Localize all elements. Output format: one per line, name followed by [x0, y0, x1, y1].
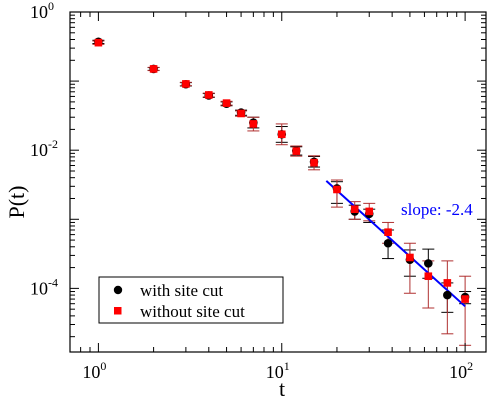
data-point-without-site-cut [222, 99, 231, 107]
data-point-without-site-cut [443, 279, 452, 287]
data-point-without-site-cut [350, 205, 359, 213]
y-tick-label: 10-4 [30, 275, 58, 298]
data-point-without-site-cut [365, 207, 374, 216]
fit-line [325, 180, 466, 308]
data-point-without-site-cut [310, 158, 318, 167]
x-tick-label: 101 [266, 359, 290, 382]
data-point-without-site-cut [94, 38, 103, 47]
plot-frame [69, 11, 487, 353]
x-tick-label: 100 [82, 359, 106, 382]
data-point-without-site-cut [182, 80, 190, 88]
data-point-without-site-cut [249, 120, 258, 128]
data-point-without-site-cut [461, 295, 469, 303]
x-axis-title: t [279, 376, 285, 401]
data-markers [94, 37, 470, 303]
axis-ticks [69, 11, 486, 352]
tick-labels: 100 101 102 100 10-2 10-4 [30, 0, 473, 382]
data-point-without-site-cut [149, 65, 158, 73]
data-point-with-site-cut [424, 259, 433, 268]
data-point-without-site-cut [277, 130, 286, 139]
data-point-without-site-cut [204, 91, 213, 99]
y-tick-label: 10-2 [30, 137, 58, 160]
data-point-with-site-cut [443, 290, 452, 300]
legend-box [98, 276, 284, 324]
x-tick-label: 102 [449, 359, 473, 382]
error-bar [459, 275, 472, 346]
legend-label-without-site-cut: without site cut [140, 302, 245, 321]
data-point-without-site-cut [333, 185, 341, 194]
data-point-without-site-cut [292, 147, 301, 155]
fit-line-group [325, 180, 466, 308]
fit-slope-annotation: slope: -2.4 [401, 200, 473, 219]
data-point-without-site-cut [237, 109, 245, 118]
y-axis-title: P(t) [4, 186, 29, 219]
data-point-with-site-cut [383, 238, 393, 248]
data-point-without-site-cut [424, 272, 433, 281]
data-point-without-site-cut [406, 253, 414, 262]
legend: with site cut without site cut [98, 276, 284, 324]
legend-marker-with-site-cut [113, 285, 123, 295]
data-point-without-site-cut [384, 228, 392, 237]
error-bar [403, 242, 416, 294]
legend-label-with-site-cut: with site cut [140, 281, 223, 300]
y-tick-label: 100 [30, 0, 54, 22]
legend-marker-without-site-cut [114, 307, 122, 315]
